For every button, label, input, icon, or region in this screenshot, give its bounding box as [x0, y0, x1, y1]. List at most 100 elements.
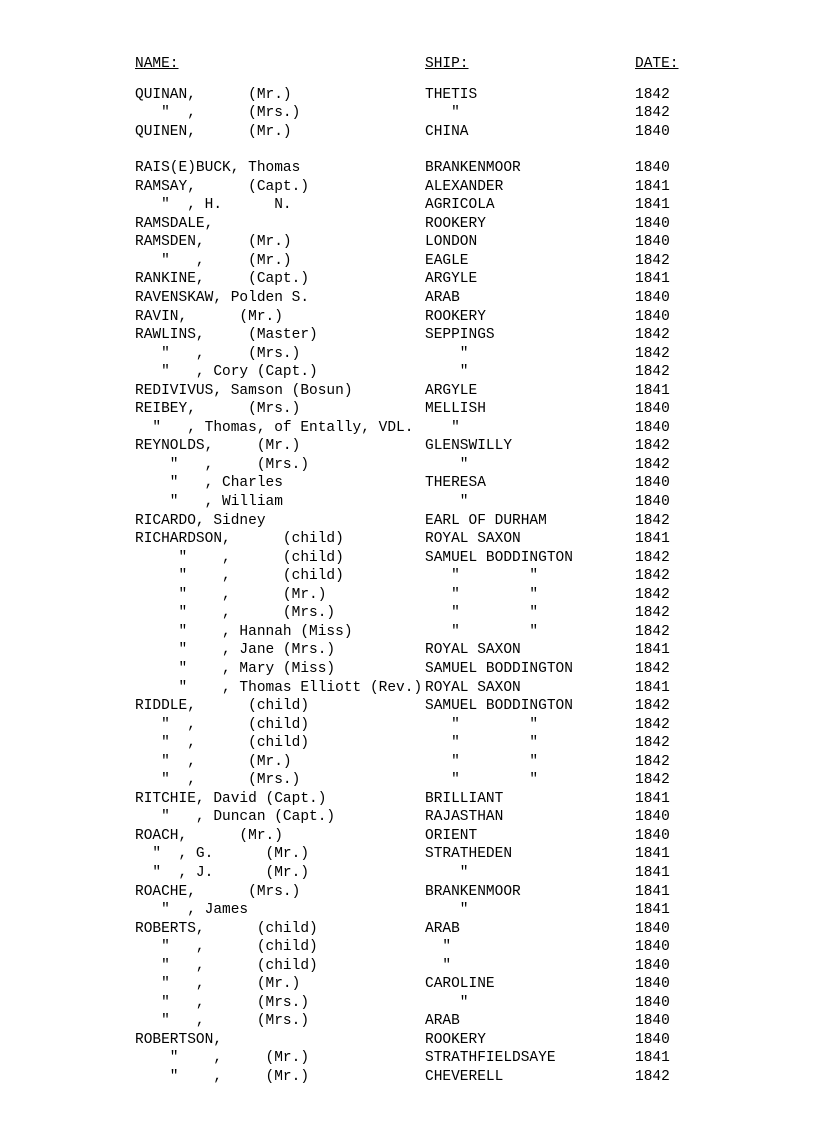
cell-date: 1840: [635, 419, 715, 438]
table-row: " , (Mrs.) "1840: [135, 994, 756, 1013]
cell-ship: " ": [425, 567, 635, 586]
cell-ship: RAJASTHAN: [425, 808, 635, 827]
table-row: RITCHIE, David (Capt.)BRILLIANT1841: [135, 790, 756, 809]
cell-date: 1842: [635, 716, 715, 735]
cell-date: 1842: [635, 252, 715, 271]
cell-date: 1840: [635, 159, 715, 178]
cell-date: 1842: [635, 586, 715, 605]
cell-ship: ROYAL SAXON: [425, 679, 635, 698]
table-row: " , Mary (Miss)SAMUEL BODDINGTON1842: [135, 660, 756, 679]
cell-ship: " ": [425, 716, 635, 735]
cell-name: " , (Mrs.): [135, 771, 425, 790]
table-row: RAWLINS, (Master)SEPPINGS1842: [135, 326, 756, 345]
table-row: RAVENSKAW, Polden S.ARAB1840: [135, 289, 756, 308]
table-row: RIDDLE, (child)SAMUEL BODDINGTON1842: [135, 697, 756, 716]
table-row: " , (Mrs.) "1842: [135, 345, 756, 364]
table-row: ROACHE, (Mrs.)BRANKENMOOR1841: [135, 883, 756, 902]
cell-date: 1842: [635, 549, 715, 568]
cell-date: 1841: [635, 845, 715, 864]
cell-ship: BRANKENMOOR: [425, 159, 635, 178]
table-row: " , (Mr.) " "1842: [135, 753, 756, 772]
cell-date: 1842: [635, 456, 715, 475]
cell-date: 1840: [635, 975, 715, 994]
cell-name: " , (Mrs.): [135, 456, 425, 475]
cell-name: RAMSDALE,: [135, 215, 425, 234]
cell-date: 1842: [635, 363, 715, 382]
cell-ship: THETIS: [425, 86, 635, 105]
table-row: RAIS(E)BUCK, ThomasBRANKENMOOR1840: [135, 159, 756, 178]
table-row: ROBERTS, (child)ARAB1840: [135, 920, 756, 939]
cell-ship: AGRICOLA: [425, 196, 635, 215]
cell-date: 1841: [635, 641, 715, 660]
cell-date: 1841: [635, 270, 715, 289]
cell-name: RIDDLE, (child): [135, 697, 425, 716]
cell-ship: ORIENT: [425, 827, 635, 846]
table-row: ROACH, (Mr.)ORIENT1840: [135, 827, 756, 846]
table-body: QUINAN, (Mr.)THETIS1842 " , (Mrs.) "1842…: [135, 86, 756, 1087]
table-row: " , (Mrs.) " "1842: [135, 771, 756, 790]
cell-name: " , James: [135, 901, 425, 920]
table-row: REDIVIVUS, Samson (Bosun)ARGYLE1841: [135, 382, 756, 401]
cell-date: 1842: [635, 104, 715, 123]
cell-name: " , (Mr.): [135, 1049, 425, 1068]
cell-name: " , Charles: [135, 474, 425, 493]
table-row: " , (Mr.)EAGLE1842: [135, 252, 756, 271]
cell-name: ROBERTSON,: [135, 1031, 425, 1050]
cell-ship: ROOKERY: [425, 1031, 635, 1050]
cell-ship: CHINA: [425, 123, 635, 142]
cell-date: 1842: [635, 326, 715, 345]
cell-date: 1842: [635, 771, 715, 790]
cell-date: 1841: [635, 382, 715, 401]
cell-ship: " ": [425, 734, 635, 753]
cell-date: 1840: [635, 1031, 715, 1050]
cell-name: " , (Mr.): [135, 753, 425, 772]
table-row: " , William "1840: [135, 493, 756, 512]
cell-date: 1840: [635, 808, 715, 827]
cell-date: 1840: [635, 827, 715, 846]
table-row: " , Thomas, of Entally, VDL. "1840: [135, 419, 756, 438]
cell-name: " , (child): [135, 549, 425, 568]
cell-ship: BRANKENMOOR: [425, 883, 635, 902]
table-row: RAVIN, (Mr.)ROOKERY1840: [135, 308, 756, 327]
cell-name: " , (Mrs.): [135, 104, 425, 123]
cell-ship: ROYAL SAXON: [425, 530, 635, 549]
cell-name: RAVIN, (Mr.): [135, 308, 425, 327]
header-row: NAME: SHIP: DATE:: [135, 55, 756, 74]
cell-name: RAMSAY, (Capt.): [135, 178, 425, 197]
cell-ship: STRATHFIELDSAYE: [425, 1049, 635, 1068]
cell-ship: ": [425, 456, 635, 475]
table-row: " , Duncan (Capt.)RAJASTHAN1840: [135, 808, 756, 827]
cell-ship: ROOKERY: [425, 308, 635, 327]
cell-name: RICARDO, Sidney: [135, 512, 425, 531]
cell-name: REDIVIVUS, Samson (Bosun): [135, 382, 425, 401]
cell-ship: ": [425, 419, 635, 438]
cell-name: RAVENSKAW, Polden S.: [135, 289, 425, 308]
table-row: REIBEY, (Mrs.)MELLISH1840: [135, 400, 756, 419]
table-row: " , (child) " "1842: [135, 734, 756, 753]
cell-name: " , J. (Mr.): [135, 864, 425, 883]
cell-name: " , Mary (Miss): [135, 660, 425, 679]
cell-date: 1840: [635, 289, 715, 308]
cell-ship: SAMUEL BODDINGTON: [425, 549, 635, 568]
cell-name: " , (child): [135, 957, 425, 976]
cell-ship: ": [425, 994, 635, 1013]
cell-date: 1841: [635, 883, 715, 902]
cell-ship: ": [425, 957, 635, 976]
cell-name: " , (Mr.): [135, 1068, 425, 1087]
cell-ship: ": [425, 363, 635, 382]
cell-name: " , (Mrs.): [135, 1012, 425, 1031]
cell-date: 1840: [635, 233, 715, 252]
cell-name: " , William: [135, 493, 425, 512]
cell-ship: ": [425, 901, 635, 920]
cell-date: 1842: [635, 734, 715, 753]
table-row: RAMSAY, (Capt.)ALEXANDER1841: [135, 178, 756, 197]
cell-date: 1840: [635, 957, 715, 976]
cell-date: 1840: [635, 123, 715, 142]
cell-ship: " ": [425, 604, 635, 623]
table-row: QUINEN, (Mr.)CHINA1840: [135, 123, 756, 142]
cell-ship: " ": [425, 753, 635, 772]
cell-name: QUINEN, (Mr.): [135, 123, 425, 142]
cell-name: " , Hannah (Miss): [135, 623, 425, 642]
cell-date: 1842: [635, 437, 715, 456]
cell-ship: CHEVERELL: [425, 1068, 635, 1087]
